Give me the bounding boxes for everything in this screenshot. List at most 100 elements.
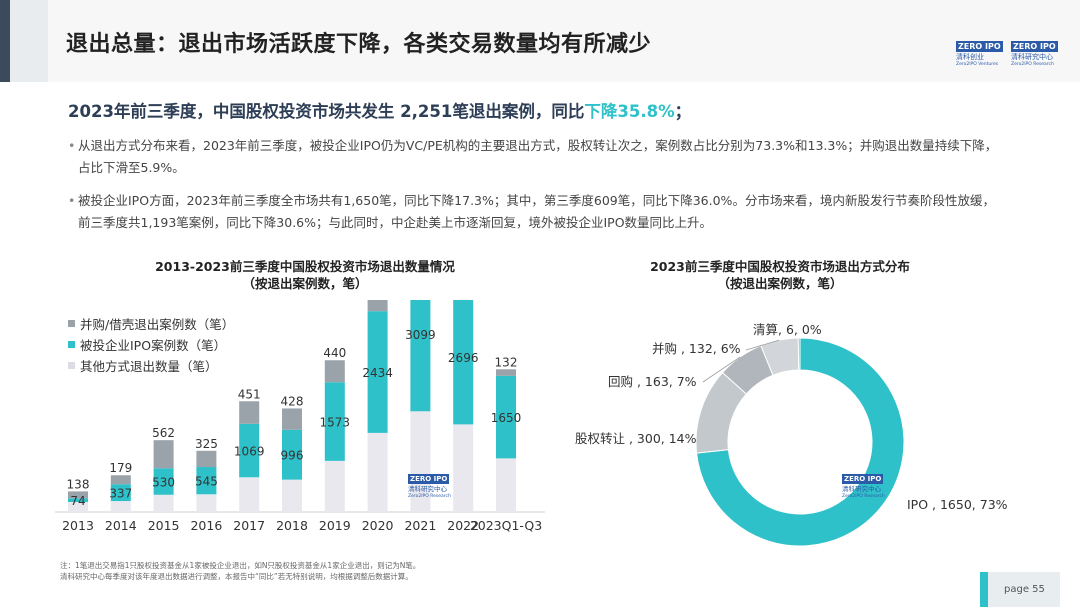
x-tick-2019: 2019 (319, 518, 351, 533)
logo-en: Zero2IPO Ventures (956, 62, 999, 67)
footnote-line-1: 注：1笔退出交易指1只股权投资基金从1家被投企业退出，如N只股权投资基金从1家企… (60, 561, 421, 570)
bar-ipo-2016 (196, 467, 217, 495)
label-ipo-2020: 2434 (362, 366, 393, 380)
label-ipo-2018: 996 (281, 449, 304, 463)
slice-label-股权转让: 股权转让 , 300, 14% (575, 431, 697, 446)
left-accent-bar (0, 0, 10, 82)
left-accent-panel (10, 0, 48, 82)
legend-item-ipo: 被投企业IPO案例数（笔） (68, 334, 234, 355)
bar-mna-2013 (68, 491, 88, 499)
donut-chart: IPO , 1650, 73% 股权转让 , 300, 14% 回购 , 163, … (575, 322, 1008, 547)
bar-ipo-2017 (239, 423, 260, 478)
watermark-en: Zero2IPO Research (408, 494, 451, 499)
bar-chart-title-text: 2013-2023前三季度中国股权投资市场退出数量情况 (155, 259, 455, 274)
bar-mna-2014 (110, 475, 131, 485)
bar-other-2016 (196, 494, 217, 512)
legend-swatch (68, 341, 75, 348)
label-ipo-2019: 1573 (320, 416, 351, 430)
legend-label: 被投企业IPO案例数（笔） (80, 338, 227, 353)
label-mna-2015: 562 (152, 426, 175, 440)
bar-ipo-2023Q1-Q3 (496, 375, 516, 459)
bar-ipo-2013 (68, 498, 88, 502)
bullet-2: 被投企业IPO方面，2023年前三季度全市场共有1,650笔，同比下降17.3%… (68, 190, 998, 234)
x-tick-2021: 2021 (404, 518, 436, 533)
bar-ipo-2020 (367, 311, 388, 433)
title-band (48, 0, 1080, 82)
donut-chart-title-text: 2023前三季度中国股权投资市场退出方式分布 (650, 259, 910, 274)
label-mna-2023Q1-Q3: 132 (495, 355, 518, 369)
page-number: page 55 (1004, 584, 1045, 595)
watermark-mark: ZERO IPO (408, 474, 450, 484)
page-tag-accent (980, 572, 988, 607)
label-ipo-2015: 530 (152, 476, 175, 490)
bar-chart-watermark: ZERO IPO 清科研究中心 Zero2IPO Research (408, 466, 468, 499)
leader-line-回购 (702, 356, 741, 383)
bar-ipo-2014 (110, 484, 131, 502)
zero2ipo-research-logo: ZERO IPO 清科研究中心 Zero2IPO Research (1011, 34, 1063, 67)
bar-chart-title: 2013-2023前三季度中国股权投资市场退出数量情况 （按退出案例数，笔） (120, 258, 490, 292)
bar-other-2022 (453, 424, 474, 512)
bar-ipo-2015 (153, 468, 174, 495)
x-tick-2013: 2013 (62, 518, 94, 533)
headline-end: ； (674, 102, 692, 121)
slice-label-回购: 回购 , 163, 7% (608, 374, 697, 389)
legend-label: 并购/借壳退出案例数（笔） (80, 317, 235, 332)
x-tick-2023Q1-Q3: 2023Q1-Q3 (470, 518, 542, 533)
slice-label-并购: 并购 , 132, 6% (652, 341, 741, 356)
bar-chart-subtitle: （按退出案例数，笔） (242, 276, 368, 291)
watermark-en: Zero2IPO Research (842, 494, 885, 499)
watermark-cn: 清科研究中心 (842, 485, 881, 493)
x-tick-2018: 2018 (276, 518, 308, 533)
zero2ipo-ventures-logo: ZERO IPO 清科创业 Zero2IPO Ventures (956, 34, 1008, 67)
bar-other-2017 (239, 477, 260, 512)
logo-en: Zero2IPO Research (1011, 62, 1054, 67)
label-ipo-2021: 3099 (405, 328, 436, 342)
label-mna-2018: 428 (281, 394, 304, 408)
label-mna-2016: 325 (195, 437, 218, 451)
x-tick-2015: 2015 (148, 518, 180, 533)
bar-mna-2018 (282, 408, 302, 430)
bar-ipo-2022 (453, 300, 474, 425)
label-mna-2014: 179 (109, 461, 132, 475)
headline: 2023年前三季度，中国股权投资市场共发生 2,251笔退出案例，同比下降35.… (68, 98, 691, 122)
label-ipo-2013: 74 (70, 494, 85, 508)
label-ipo-2017: 1069 (234, 445, 265, 459)
bar-mna-2023Q1-Q3 (496, 369, 516, 376)
bar-chart: 138 74 2013 179 337 2014 562 530 2015 325 545 2016 4… (55, 300, 545, 533)
label-ipo-2016: 545 (195, 475, 218, 489)
bar-ipo-2019 (324, 382, 345, 461)
legend-item-other: 其他方式退出数量（笔） (68, 355, 234, 376)
x-tick-2022: 2022 (447, 518, 479, 533)
bar-mna-2015 (153, 440, 174, 469)
legend-item-mna: 并购/借壳退出案例数（笔） (68, 313, 234, 334)
bar-ipo-2018 (282, 429, 302, 480)
page-title: 退出总量：退出市场活跃度下降，各类交易数量均有所减少 (66, 32, 652, 57)
label-mna-2017: 451 (238, 387, 261, 401)
x-tick-2014: 2014 (105, 518, 137, 533)
label-ipo-2023Q1-Q3: 1650 (491, 411, 522, 425)
slice-IPO (696, 337, 905, 547)
x-tick-2017: 2017 (233, 518, 265, 533)
bar-other-2019 (324, 460, 345, 512)
donut-chart-watermark: ZERO IPO 清科研究中心 Zero2IPO Research (842, 466, 902, 499)
headline-highlight: 下降35.8% (584, 102, 675, 121)
bar-mna-2019 (324, 360, 345, 383)
footnote-line-2: 清科研究中心每季度对该年度退出数据进行调整，本报告中“同比”若无特别说明，均根据… (60, 572, 413, 581)
bar-other-2018 (282, 479, 302, 512)
x-tick-2020: 2020 (362, 518, 394, 533)
bar-mna-2020 (367, 300, 388, 312)
bar-other-2023Q1-Q3 (496, 458, 516, 512)
watermark-mark: ZERO IPO (842, 474, 884, 484)
bar-mna-2016 (196, 450, 217, 468)
legend-swatch (68, 362, 75, 369)
headline-text: 2023年前三季度，中国股权投资市场共发生 2,251笔退出案例，同比 (68, 102, 585, 121)
logo-cn: 清科研究中心 (1011, 53, 1053, 61)
bar-chart-legend: 并购/借壳退出案例数（笔） 被投企业IPO案例数（笔） 其他方式退出数量（笔） (68, 313, 234, 376)
bar-ipo-2021 (410, 300, 431, 412)
label-ipo-2014: 337 (109, 487, 132, 501)
label-mna-2019: 440 (323, 346, 346, 360)
watermark-cn: 清科研究中心 (408, 485, 447, 493)
bar-other-2014 (110, 501, 131, 512)
slice-label-清算: 清算, 6, 0% (753, 322, 822, 337)
logo-mark: ZERO IPO (1011, 41, 1058, 52)
